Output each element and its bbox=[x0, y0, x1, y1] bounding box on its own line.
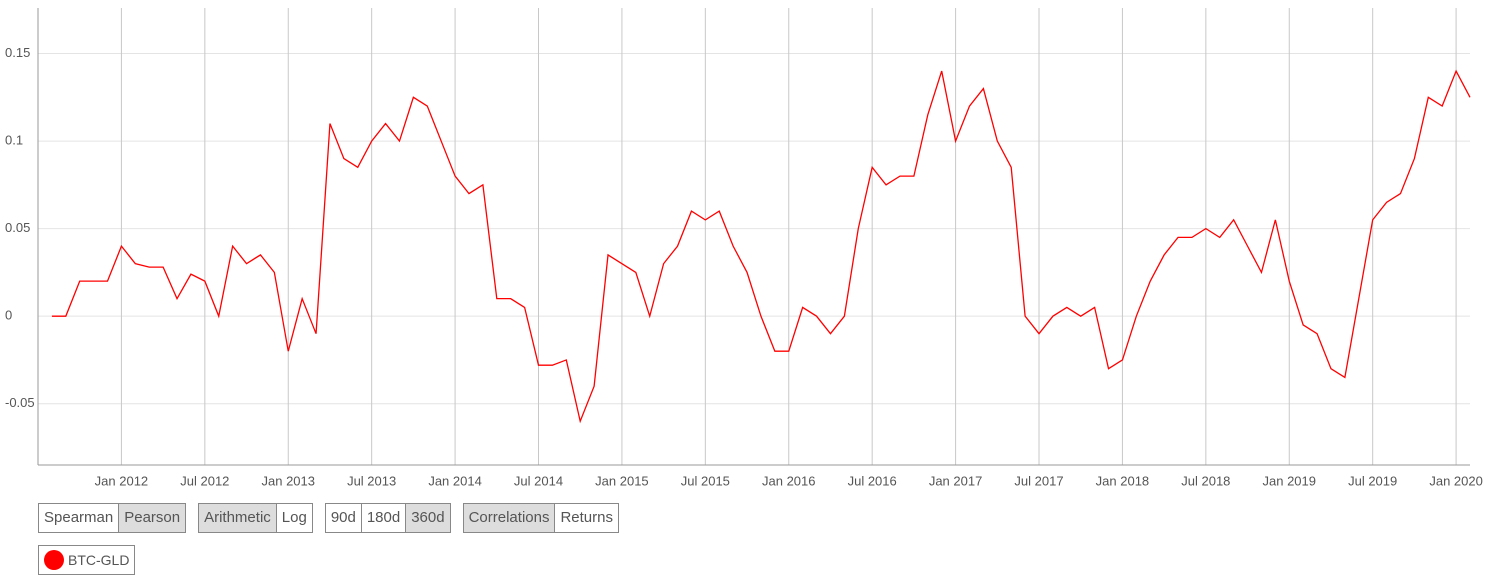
x-tick-label: Jul 2019 bbox=[1348, 473, 1397, 488]
x-tick-label: Jan 2013 bbox=[262, 473, 316, 488]
x-tick-label: Jan 2020 bbox=[1429, 473, 1483, 488]
y-tick-label: 0.05 bbox=[5, 220, 30, 235]
x-tick-label: Jul 2018 bbox=[1181, 473, 1230, 488]
legend[interactable]: BTC-GLD bbox=[38, 545, 136, 575]
x-tick-label: Jul 2013 bbox=[347, 473, 396, 488]
x-tick-label: Jul 2015 bbox=[681, 473, 730, 488]
toggle-button[interactable]: 180d bbox=[360, 504, 406, 532]
x-tick-label: Jul 2014 bbox=[514, 473, 563, 488]
legend-label: BTC-GLD bbox=[68, 552, 130, 568]
x-tick-label: Jul 2016 bbox=[848, 473, 897, 488]
button-group: Arithmetic Log bbox=[198, 503, 313, 533]
toggle-button[interactable]: Correlations bbox=[463, 504, 555, 532]
x-tick-label: Jan 2014 bbox=[428, 473, 482, 488]
button-group: Spearman Pearson bbox=[38, 503, 187, 533]
data-line bbox=[51, 69, 1471, 424]
toggle-button[interactable]: Returns bbox=[554, 504, 618, 532]
x-tick-label: Jul 2012 bbox=[180, 473, 229, 488]
toggle-button[interactable]: Pearson bbox=[118, 504, 186, 532]
y-tick-label: 0.1 bbox=[5, 133, 23, 148]
toggle-button[interactable]: Log bbox=[275, 504, 312, 532]
y-tick-label: 0 bbox=[5, 308, 12, 323]
legend-swatch bbox=[44, 550, 64, 570]
x-tick-label: Jan 2019 bbox=[1263, 473, 1317, 488]
x-tick-label: Jul 2017 bbox=[1014, 473, 1063, 488]
x-tick-label: Jan 2016 bbox=[762, 473, 816, 488]
x-tick-label: Jan 2018 bbox=[1096, 473, 1150, 488]
x-tick-label: Jan 2015 bbox=[595, 473, 649, 488]
toggle-button[interactable]: Spearman bbox=[39, 504, 119, 532]
toggle-button[interactable]: Arithmetic bbox=[199, 504, 276, 532]
controls: Spearman Pearson Arithmetic Log 90d 180d 360d C… bbox=[38, 503, 619, 533]
button-group: Correlations Returns bbox=[462, 503, 619, 533]
button-group: 90d 180d 360d bbox=[324, 503, 451, 533]
toggle-button[interactable]: 90d bbox=[325, 504, 361, 532]
x-tick-label: Jan 2017 bbox=[929, 473, 983, 488]
y-tick-label: -0.05 bbox=[5, 395, 35, 410]
y-tick-label: 0.15 bbox=[5, 45, 30, 60]
x-tick-label: Jan 2012 bbox=[95, 473, 149, 488]
chart: -0.05 0 0.05 0.1 0.15 Jan 2012 Jul 2012 Jan 201… bbox=[5, 8, 1483, 488]
toggle-button[interactable]: 360d bbox=[405, 504, 450, 532]
